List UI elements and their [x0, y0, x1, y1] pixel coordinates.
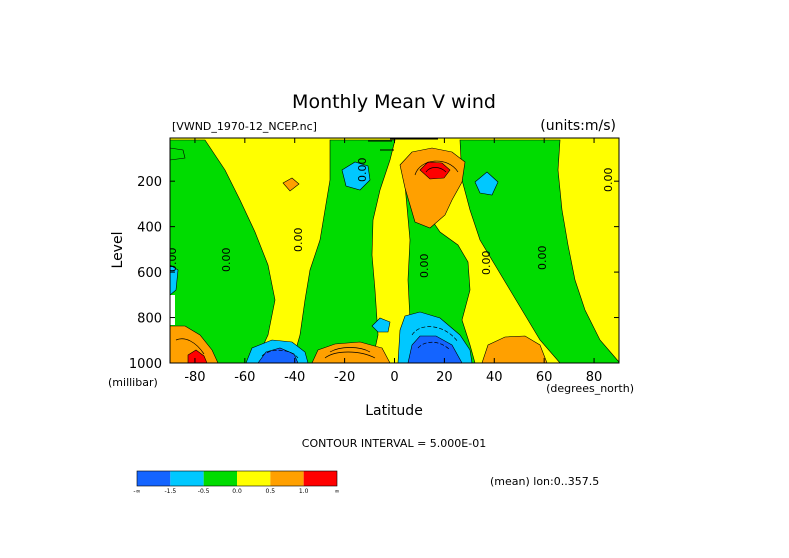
y-axis: 200 400 600 800 1000: [129, 175, 619, 372]
colorbar-swatch: [203, 471, 237, 486]
y-tick-label: 200: [137, 175, 162, 190]
contour-field: 0.00 0.00 0.00 0.00 0.00 0.00 0.00 0.00: [166, 138, 619, 363]
band-orange-nh-midlat-surface: [481, 335, 548, 363]
y-units-label: (millibar): [108, 376, 158, 389]
band-orange-sh-subtropic-surface: [311, 341, 391, 363]
contour-label: 0.00: [292, 228, 305, 253]
contour-label: 0.00: [536, 246, 549, 271]
contour-labels: 0.00 0.00 0.00 0.00 0.00 0.00 0.00 0.00: [166, 158, 615, 279]
band-orange-south-pole: [170, 325, 219, 363]
band-red-upper-tropic: [419, 161, 451, 180]
x-tick-label: -80: [184, 370, 205, 385]
contour-label: 0.00: [166, 248, 179, 273]
contour-label: 0.00: [480, 251, 493, 276]
band-orange-upper-tropic: [399, 147, 466, 229]
y-tick-label: 600: [137, 266, 162, 281]
colorbar-tick-label: ∞: [335, 488, 340, 495]
x-tick-label: 80: [586, 370, 603, 385]
x-tick-label: -20: [334, 370, 355, 385]
contour-label: 0.00: [602, 168, 615, 193]
band-green-top-left: [170, 147, 186, 161]
colorbar-frame: [136, 470, 338, 487]
chart-title: Monthly Mean V wind: [292, 91, 496, 113]
colorbar: -∞ -1.5 -0.5 0.0 0.5 1.0 ∞: [133, 470, 340, 495]
x-tick-label: 40: [486, 370, 503, 385]
band-green-sh-midlat: [291, 139, 396, 363]
y-axis-label: Level: [110, 232, 126, 269]
band-red-south-pole: [187, 349, 208, 363]
band-green-sh-polar: [170, 139, 276, 363]
colorbar-tick-label: 0.0: [232, 488, 242, 495]
x-axis: -80 -60 -40 -20 0 20 40 60 80: [184, 138, 602, 385]
top-edge-marks: [368, 138, 438, 151]
contour-label: 0.00: [356, 158, 369, 183]
x-tick-label: 20: [436, 370, 453, 385]
colorbar-swatch: [137, 471, 171, 486]
contour-interval-label: CONTOUR INTERVAL = 5.000E-01: [302, 437, 486, 450]
contour-label: 0.00: [220, 248, 233, 273]
colorbar-swatch: [170, 471, 204, 486]
units-label: (units:m/s): [540, 118, 616, 134]
x-tick-label: -40: [284, 370, 305, 385]
missing-data-gap: [170, 295, 175, 325]
colorbar-tick-label: 1.0: [299, 488, 309, 495]
band-green-nh-midlat: [459, 139, 619, 363]
x-axis-label: Latitude: [365, 403, 423, 419]
y-tick-label: 1000: [129, 357, 162, 372]
mean-label: (mean) lon:0..357.5: [490, 475, 599, 488]
colorbar-swatch: [237, 471, 271, 486]
band-blue-nh-tropic-surface: [407, 335, 463, 363]
x-units-label: (degrees_north): [546, 382, 634, 395]
x-tick-label: -60: [234, 370, 255, 385]
contour-label: 0.00: [418, 254, 431, 279]
x-tick-label: 60: [536, 370, 553, 385]
contour-lines: [175, 160, 459, 359]
band-cyan-sh-upper: [341, 161, 371, 191]
colorbar-tick-label: -1.5: [164, 488, 176, 495]
band-orange-sh-upper: [282, 177, 300, 192]
dataset-label: [VWND_1970-12_NCEP.nc]: [172, 120, 317, 133]
colorbar-swatch: [303, 471, 337, 486]
band-cyan-sh-low: [371, 317, 391, 333]
band-cyan-nh-upper: [474, 171, 499, 196]
y-tick-label: 400: [137, 221, 162, 236]
colorbar-tick-label: -∞: [133, 488, 140, 495]
colorbar-swatch: [270, 471, 304, 486]
colorbar-tick-label: 0.5: [266, 488, 276, 495]
x-tick-label: 0: [390, 370, 398, 385]
colorbar-tick-label: -0.5: [198, 488, 210, 495]
y-tick-label: 800: [137, 312, 162, 327]
